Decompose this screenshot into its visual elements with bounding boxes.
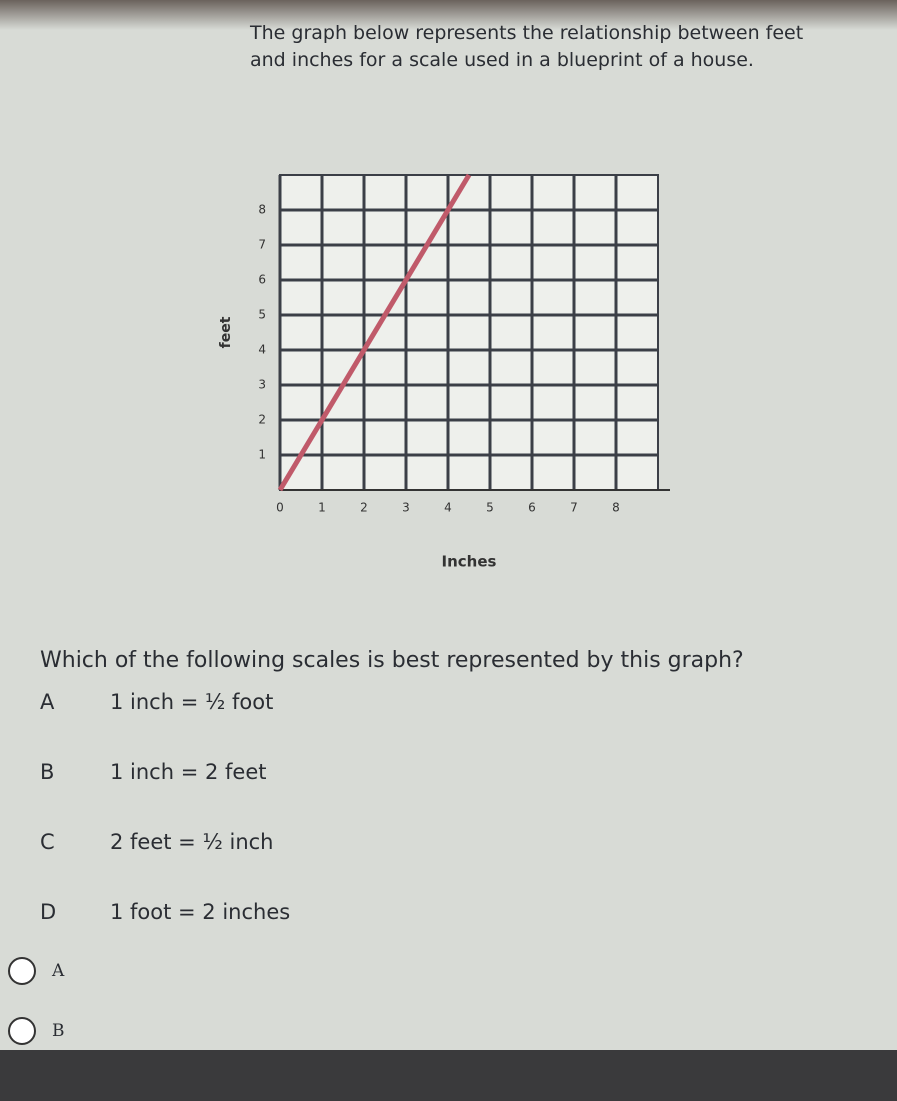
- background-shade: [0, 0, 897, 30]
- x-tick-label: 3: [402, 501, 410, 515]
- x-tick-label: 2: [360, 501, 368, 515]
- option-letter: A: [40, 690, 55, 714]
- option-text: 2 feet = ½ inch: [110, 830, 274, 854]
- option-text: 1 inch = 2 feet: [110, 760, 267, 784]
- y-tick-label: 6: [258, 273, 266, 287]
- question-text: Which of the following scales is best re…: [40, 648, 744, 673]
- x-tick-label: 1: [318, 501, 326, 515]
- choice-label: B: [52, 1021, 65, 1041]
- option-letter: B: [40, 760, 55, 784]
- y-tick-label: 4: [258, 343, 266, 357]
- x-axis-label: Inches: [442, 553, 497, 571]
- option: C 2 feet = ½ inch: [40, 830, 273, 854]
- y-tick-label: 3: [258, 378, 266, 392]
- y-tick-label: 1: [258, 448, 266, 462]
- x-tick-label: 6: [528, 501, 536, 515]
- option: A 1 inch = ½ foot: [40, 690, 273, 714]
- y-tick-label: 2: [258, 413, 266, 427]
- y-axis-label: feet: [218, 316, 234, 348]
- radio-button[interactable]: [8, 1017, 36, 1045]
- x-tick-label: 7: [570, 501, 578, 515]
- y-tick-label: 8: [258, 203, 266, 217]
- option: D 1 foot = 2 inches: [40, 900, 290, 924]
- prompt-text: The graph below represents the relations…: [250, 22, 804, 71]
- data-line: [277, 173, 472, 492]
- x-tick-label: 8: [612, 501, 620, 515]
- plot-area: [279, 174, 659, 491]
- x-tick-label: 4: [444, 501, 452, 515]
- answer-choice[interactable]: A: [8, 957, 64, 985]
- option-text: 1 inch = ½ foot: [110, 690, 274, 714]
- option-text: 1 foot = 2 inches: [110, 900, 291, 924]
- background-shade: [0, 1050, 897, 1101]
- x-tick-label: 5: [486, 501, 494, 515]
- option-letter: D: [40, 900, 57, 924]
- chart: 0 1 2 3 4 5 6 7 8 1 2 3 4 5 6 7 8 Inches feet: [218, 173, 670, 571]
- choice-label: A: [52, 961, 65, 981]
- x-tick-label: 0: [276, 501, 284, 515]
- option: B 1 inch = 2 feet: [40, 760, 267, 784]
- option-letter: C: [40, 830, 55, 854]
- radio-button[interactable]: [8, 957, 36, 985]
- y-tick-label: 5: [258, 308, 266, 322]
- answer-choice[interactable]: B: [8, 1017, 65, 1045]
- y-tick-label: 7: [258, 238, 266, 252]
